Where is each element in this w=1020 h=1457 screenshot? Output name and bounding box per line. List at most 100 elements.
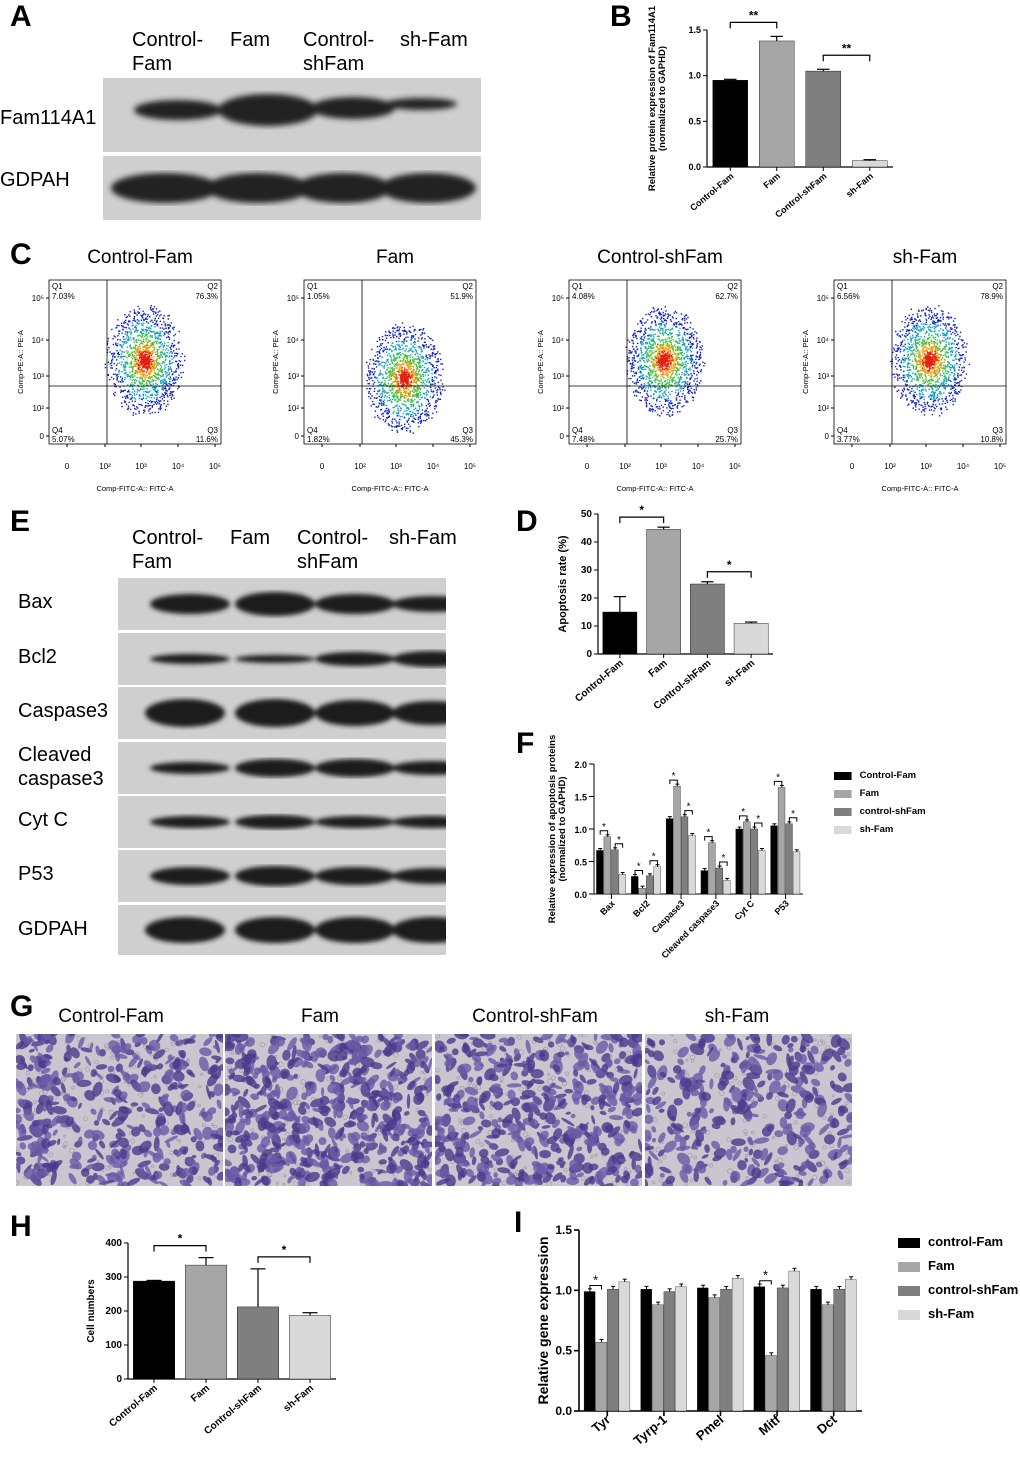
chart-h-significance-bracket-1 — [257, 1256, 311, 1263]
wb-a-blot-fam114a1 — [103, 78, 481, 152]
panel-label-i: I — [514, 1206, 523, 1239]
chart-f-bar-4-0 — [735, 828, 743, 895]
chart-f-significance-bracket — [684, 810, 693, 815]
chart-h-x-tick-label-2: Control-shFam — [202, 1383, 264, 1437]
wb-a-bands-gdpah — [111, 173, 476, 203]
chart-h-x-tick-label-1: Fam — [189, 1383, 212, 1405]
wb-e-column-4: sh-Fam — [389, 527, 457, 549]
chart-b-significance-bracket-1 — [822, 54, 871, 62]
flow-quadrant-q1-value: 4.08% — [572, 292, 595, 301]
panel-label-c: C — [10, 238, 32, 271]
transwell-micrograph-1 — [16, 1034, 223, 1186]
chart-f-significance-bracket — [634, 869, 644, 875]
wb-e-bands-7 — [145, 917, 472, 943]
wb-e-row-label-7: GDPAH — [18, 918, 88, 940]
chart-d-significance-bracket-1 — [706, 571, 752, 578]
chart-h-bar-2 — [236, 1306, 279, 1380]
flow-quadrant-q2-value: 78.9% — [980, 292, 1003, 301]
wb-e-row-label-2: Bcl2 — [18, 646, 57, 668]
chart-f-bar-1-3 — [653, 866, 661, 895]
chart-i-bar-1-1 — [652, 1304, 664, 1412]
micrograph-title-1: Control-Fam — [58, 1006, 164, 1027]
panel-label-e: E — [10, 505, 31, 538]
flow-x-tick-label: 10² — [884, 462, 896, 471]
flow-quadrant-q1-name: Q1 — [307, 282, 318, 291]
wb-a-column-3: Control- shFam — [303, 29, 375, 75]
flow-x-tick-label: 10² — [619, 462, 631, 471]
chart-i-bar-0-3 — [618, 1281, 631, 1412]
chart-b-y-axis-label: Relative protein expression of Fam114A1(… — [647, 5, 668, 191]
chart-h-y-tick-label: 400 — [105, 1238, 122, 1249]
flow-quadrant-q3-name: Q3 — [727, 426, 738, 435]
wb-e-column-3: Control- shFam — [297, 527, 369, 573]
flow-x-tick-label: 10³ — [390, 462, 402, 471]
chart-f: 0.0 0.5 1.0 1.5 2.0 Relative expression of ap… — [548, 735, 926, 960]
flow-x-tick-label: 10⁴ — [427, 462, 440, 471]
chart-i-legend-label-2: control-shFam — [928, 1282, 1018, 1297]
chart-f-legend-swatch-0 — [834, 772, 852, 780]
chart-d-significance-label-1: * — [727, 558, 732, 572]
chart-b-significance-bracket-0 — [729, 21, 778, 29]
chart-f-bar-0-2 — [611, 849, 619, 895]
flow-quadrant-q2-name: Q2 — [992, 282, 1003, 291]
chart-f-significance-bracket — [788, 817, 798, 822]
flow-x-axis-label: Comp-FITC-A:: FITC-A — [616, 484, 693, 493]
wb-e-blot-2 — [118, 633, 472, 685]
wb-e-blot-7 — [118, 905, 472, 955]
chart-i-x-tick-label-4: Dct — [814, 1411, 840, 1436]
chart-f-significance-label: * — [672, 771, 676, 782]
flow-x-tick-label: 10⁴ — [957, 462, 970, 471]
chart-f-significance-label: * — [706, 828, 710, 839]
flow-y-tick-label: 0 — [825, 432, 830, 441]
flow-quadrant-q3-name: Q3 — [207, 426, 218, 435]
flow-quadrant-q1-value: 7.03% — [52, 292, 75, 301]
chart-b-bar-0 — [712, 80, 748, 168]
chart-d-bar-0 — [602, 611, 638, 655]
chart-f-bar-1-2 — [646, 875, 654, 895]
flow-x-tick-label: 10⁴ — [172, 462, 185, 471]
chart-i-y-tick-label: 1.0 — [555, 1283, 572, 1297]
chart-f-legend-label-3: sh-Fam — [860, 824, 894, 835]
chart-d-significance-label-0: * — [639, 505, 644, 517]
chart-i-bar-1-0 — [640, 1288, 652, 1412]
chart-f-bar-2-2 — [680, 816, 689, 895]
chart-f-y-tick-label: 1.0 — [574, 825, 587, 835]
wb-e-blot-4 — [118, 742, 472, 794]
flow-plot-title-3: Control-shFam — [597, 247, 723, 268]
flow-scatter-points — [104, 305, 186, 416]
wb-e-bands-1 — [150, 592, 472, 616]
flow-plot-title-1: Control-Fam — [87, 247, 193, 268]
chart-d-bar-2 — [690, 583, 725, 655]
chart-f-legend-swatch-3 — [834, 826, 852, 834]
flow-x-tick-label: 10³ — [920, 462, 932, 471]
chart-i-significance-label: * — [763, 1268, 768, 1283]
flow-y-tick-label: 10² — [817, 404, 829, 413]
chart-d-y-axis-label: Apoptosis rate (%) — [557, 535, 569, 633]
transwell-micrograph-2 — [225, 1034, 432, 1186]
chart-i-y-tick-label: 0.0 — [555, 1404, 572, 1418]
chart-f-significance-bracket — [719, 861, 728, 866]
flow-y-tick-label: 10³ — [287, 372, 299, 381]
chart-f-significance-bracket — [773, 780, 783, 786]
chart-d-y-tick-label: 50 — [581, 509, 593, 520]
chart-b: 0.0 0.5 1.0 1.5 Relative protein expression … — [647, 5, 893, 220]
flow-plot-frame — [303, 279, 477, 445]
chart-f-significance-bracket — [614, 843, 624, 848]
chart-f-bar-0-1 — [603, 836, 611, 895]
chart-i-bar-1-2 — [663, 1291, 676, 1412]
flow-quadrant-q3-name: Q3 — [992, 426, 1003, 435]
wb-a-row-label-fam114a1: Fam114A1 — [0, 107, 97, 129]
wb-e-row-label-4: Cleaved caspase3 — [18, 744, 104, 790]
chart-d-y-tick-label: 20 — [581, 593, 593, 604]
flow-quadrant-q4-name: Q4 — [52, 426, 63, 435]
chart-f-significance-label: * — [652, 852, 656, 863]
chart-f-bar-4-3 — [758, 850, 766, 895]
chart-d-significance-bracket-0 — [619, 516, 665, 524]
chart-f-significance-label: * — [741, 807, 745, 818]
chart-f-y-axis-label: Relative expression of apoptosis protein… — [548, 735, 568, 923]
flow-x-tick-label: 10⁵ — [994, 462, 1006, 471]
wb-e-blot-1 — [118, 578, 472, 630]
chart-f-bar-3-1 — [708, 842, 716, 895]
chart-f-bar-4-1 — [743, 821, 751, 895]
flow-quadrant-q4-name: Q4 — [837, 426, 848, 435]
